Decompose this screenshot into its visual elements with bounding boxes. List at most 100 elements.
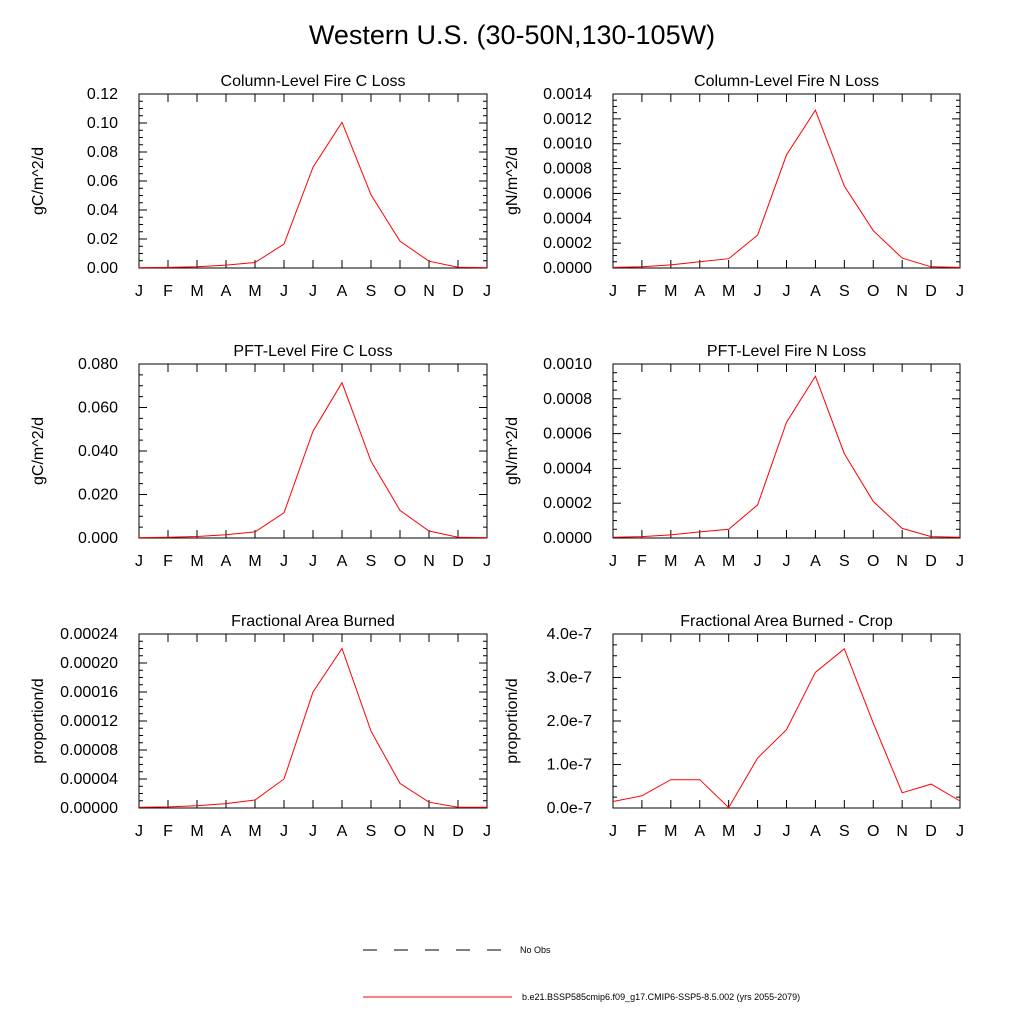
x-tick-label: N	[896, 553, 908, 570]
y-tick-label: 0.0010	[543, 136, 592, 153]
x-tick-label: D	[452, 283, 464, 300]
y-tick-label: 0.00012	[60, 713, 118, 730]
y-axis-label: gC/m^2/d	[30, 417, 47, 485]
x-tick-label: J	[609, 823, 617, 840]
x-tick-label: A	[337, 823, 348, 840]
x-tick-label: F	[637, 553, 647, 570]
x-tick-label: A	[221, 823, 232, 840]
x-tick-label: F	[637, 283, 647, 300]
x-tick-label: J	[135, 823, 143, 840]
series-line	[612, 647, 961, 809]
plot-frame	[138, 363, 488, 539]
chart-title: PFT-Level Fire C Loss	[233, 343, 392, 360]
x-tick-label: N	[896, 283, 908, 300]
x-tick-label: J	[956, 283, 964, 300]
x-tick-label: A	[337, 553, 348, 570]
chart-title: Column-Level Fire C Loss	[221, 73, 406, 90]
x-tick-label: A	[810, 823, 821, 840]
y-axis-label: gC/m^2/d	[30, 147, 47, 215]
series-line	[138, 121, 488, 269]
x-tick-label: A	[221, 283, 232, 300]
series-line	[138, 647, 487, 808]
x-tick-label: M	[248, 283, 261, 300]
y-tick-label: 0.080	[78, 356, 118, 373]
x-tick-label: O	[867, 823, 879, 840]
x-tick-label: D	[452, 553, 464, 570]
x-tick-label: M	[190, 823, 203, 840]
x-tick-label: N	[896, 823, 908, 840]
y-tick-label: 0.00024	[60, 626, 118, 643]
y-tick-label: 0.00020	[60, 655, 118, 672]
x-tick-label: J	[309, 823, 317, 840]
y-tick-label: 0.000	[78, 530, 118, 547]
y-tick-label: 0.0004	[543, 460, 592, 477]
y-tick-label: 0.0000	[543, 260, 592, 277]
chart-title: Fractional Area Burned - Crop	[680, 613, 893, 630]
y-tick-label: 0.0014	[543, 86, 592, 103]
x-tick-label: M	[248, 823, 261, 840]
x-tick-label: D	[925, 283, 937, 300]
x-tick-label: D	[925, 553, 937, 570]
plot-frame	[612, 633, 961, 809]
x-tick-label: N	[423, 283, 435, 300]
plot-frame	[612, 363, 961, 539]
x-tick-label: S	[839, 823, 850, 840]
y-axis-label: gN/m^2/d	[504, 417, 521, 485]
x-tick-label: M	[664, 553, 677, 570]
y-tick-label: 3.0e-7	[547, 670, 592, 687]
y-tick-label: 0.0008	[543, 391, 592, 408]
x-tick-label: F	[163, 553, 173, 570]
x-tick-label: J	[280, 283, 288, 300]
x-tick-label: J	[956, 823, 964, 840]
y-tick-label: 0.00	[87, 260, 118, 277]
x-tick-label: J	[754, 283, 762, 300]
x-tick-label: S	[366, 283, 377, 300]
x-tick-label: J	[783, 553, 791, 570]
x-tick-label: M	[722, 553, 735, 570]
chart-title: PFT-Level Fire N Loss	[707, 343, 866, 360]
y-tick-label: 0.08	[87, 144, 118, 161]
y-tick-label: 2.0e-7	[547, 713, 592, 730]
x-tick-label: J	[754, 553, 762, 570]
legend-label: No Obs	[520, 945, 551, 955]
legend: No Obs b.e21.BSSP585cmip6.f09_g17.CMIP6-S…	[363, 945, 800, 1002]
y-tick-label: 0.0012	[543, 111, 592, 128]
x-tick-label: S	[366, 823, 377, 840]
x-tick-label: S	[839, 553, 850, 570]
y-tick-label: 0.0006	[543, 426, 592, 443]
x-tick-label: F	[163, 283, 173, 300]
y-tick-label: 0.0006	[543, 185, 592, 202]
y-axis-label: gN/m^2/d	[504, 147, 521, 215]
x-tick-label: D	[925, 823, 937, 840]
y-tick-label: 0.0004	[543, 210, 592, 227]
x-tick-label: M	[190, 283, 203, 300]
y-tick-label: 0.0002	[543, 235, 592, 252]
y-tick-label: 0.10	[87, 115, 118, 132]
x-tick-label: M	[664, 283, 677, 300]
y-tick-label: 0.0e-7	[547, 800, 592, 817]
y-tick-label: 0.00008	[60, 742, 118, 759]
y-tick-label: 0.0008	[543, 161, 592, 178]
series-line	[138, 381, 488, 539]
x-tick-label: J	[483, 553, 491, 570]
x-tick-label: D	[452, 823, 464, 840]
x-tick-label: J	[483, 823, 491, 840]
series-line	[612, 109, 961, 268]
x-tick-label: A	[694, 283, 705, 300]
x-tick-label: N	[423, 553, 435, 570]
x-tick-label: J	[754, 823, 762, 840]
y-tick-label: 0.0010	[543, 356, 592, 373]
x-tick-label: J	[783, 283, 791, 300]
y-tick-label: 0.06	[87, 173, 118, 190]
page-title: Western U.S. (30-50N,130-105W)	[308, 20, 716, 50]
x-tick-label: J	[783, 823, 791, 840]
y-axis-label: proportion/d	[30, 678, 47, 763]
plot-frame	[612, 93, 961, 269]
y-tick-label: 0.00004	[60, 771, 118, 788]
x-tick-label: O	[394, 823, 406, 840]
